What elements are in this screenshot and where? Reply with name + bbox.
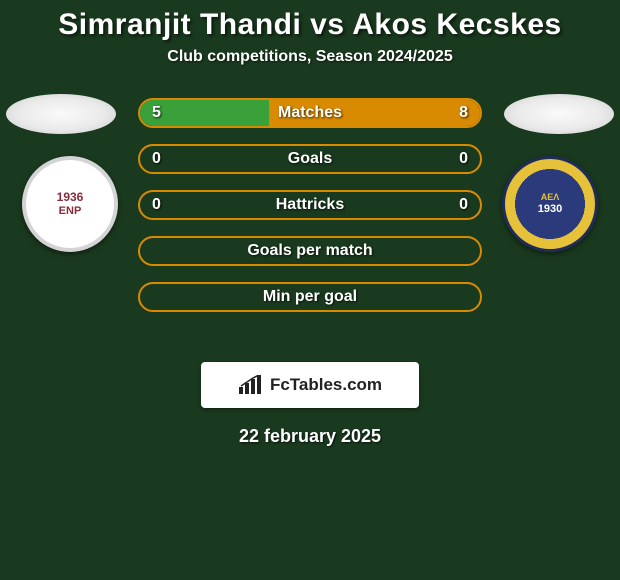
stat-row: Min per goal xyxy=(138,282,482,312)
brand-text: FcTables.com xyxy=(270,375,382,395)
stat-row: Hattricks 0 0 xyxy=(138,190,482,220)
player-head-left xyxy=(6,94,116,134)
stat-row: Matches 5 8 xyxy=(138,98,482,128)
brand-box: FcTables.com xyxy=(201,362,419,408)
player-head-right xyxy=(504,94,614,134)
club-badge-left-year: 1936 xyxy=(57,191,84,204)
stat-label: Goals per match xyxy=(247,242,372,260)
stat-row: Goals 0 0 xyxy=(138,144,482,174)
stat-value-left: 0 xyxy=(152,150,161,168)
comparison-arena: 1936 ENP ΑΕΛ 1930 Matches58Goals00Hattri… xyxy=(0,94,620,354)
stat-value-right: 8 xyxy=(459,104,468,122)
stat-value-right: 0 xyxy=(459,196,468,214)
page-subtitle: Club competitions, Season 2024/2025 xyxy=(0,48,620,66)
bars-icon xyxy=(238,375,264,395)
stat-value-left: 5 xyxy=(152,104,161,122)
date-text: 22 february 2025 xyxy=(0,426,620,447)
page-title: Simranjit Thandi vs Akos Kecskes xyxy=(0,0,620,42)
club-badge-right-year: 1930 xyxy=(538,203,562,215)
club-badge-right: ΑΕΛ 1930 xyxy=(502,156,598,252)
stat-label: Hattricks xyxy=(276,196,344,214)
stat-rows: Matches 5 8 Goals 0 0 Hattricks 0 0 Goals per mat… xyxy=(138,98,482,328)
club-badge-left-text: ENP xyxy=(57,205,84,217)
club-badge-left: 1936 ENP xyxy=(22,156,118,252)
stat-label: Matches xyxy=(278,104,342,122)
stat-value-left: 0 xyxy=(152,196,161,214)
club-badge-right-text: ΑΕΛ xyxy=(538,193,562,203)
brand-logo: FcTables.com xyxy=(238,375,382,395)
stat-label: Min per goal xyxy=(263,288,357,306)
stat-label: Goals xyxy=(288,150,332,168)
stat-row: Goals per match xyxy=(138,236,482,266)
stat-value-right: 0 xyxy=(459,150,468,168)
